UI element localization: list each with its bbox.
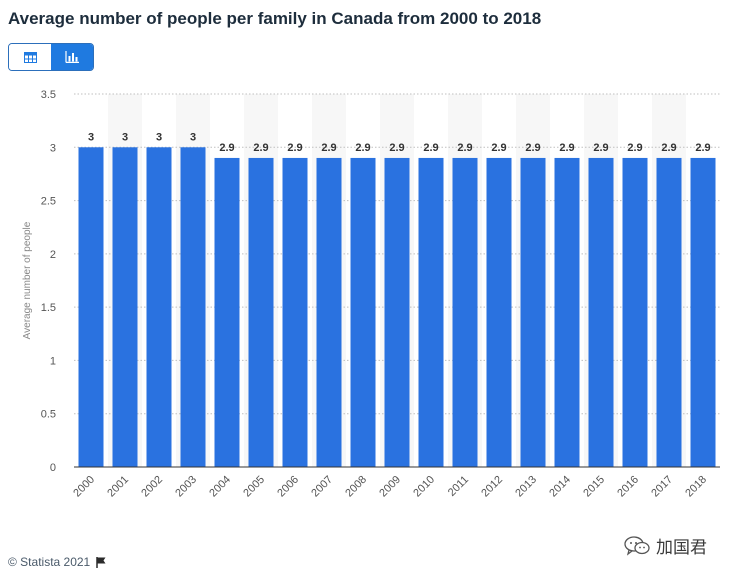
x-tick-label: 2016 bbox=[615, 474, 641, 500]
x-tick-label: 2011 bbox=[446, 474, 471, 499]
chart-view-button[interactable] bbox=[51, 44, 93, 70]
x-tick-label: 2000 bbox=[71, 474, 97, 500]
data-label: 2.9 bbox=[253, 142, 268, 154]
data-label: 2.9 bbox=[491, 142, 506, 154]
bar[interactable] bbox=[78, 147, 104, 468]
bar[interactable] bbox=[248, 157, 274, 467]
watermark: 加国君 bbox=[624, 533, 707, 558]
y-axis-label: Average number of people bbox=[22, 221, 33, 339]
x-tick-label: 2013 bbox=[513, 474, 539, 500]
y-tick-label: 0 bbox=[50, 462, 56, 474]
x-tick-label: 2017 bbox=[649, 474, 675, 500]
bar[interactable] bbox=[180, 147, 206, 468]
x-tick-label: 2010 bbox=[411, 474, 437, 500]
bar[interactable] bbox=[452, 157, 478, 467]
x-tick-label: 2002 bbox=[139, 474, 165, 500]
y-tick-label: 3.5 bbox=[41, 89, 56, 101]
view-toggle bbox=[8, 43, 94, 71]
y-tick-label: 3 bbox=[50, 142, 56, 154]
data-label: 2.9 bbox=[559, 142, 574, 154]
y-tick-label: 2 bbox=[50, 249, 56, 261]
bar[interactable] bbox=[656, 157, 682, 467]
y-tick-label: 2.5 bbox=[41, 196, 56, 208]
x-tick-label: 2004 bbox=[207, 474, 233, 500]
bar[interactable] bbox=[554, 157, 580, 467]
data-label: 2.9 bbox=[355, 142, 370, 154]
data-label: 2.9 bbox=[593, 142, 608, 154]
x-tick-label: 2001 bbox=[105, 474, 131, 500]
y-tick-label: 1.5 bbox=[41, 302, 56, 314]
x-tick-label: 2018 bbox=[683, 474, 709, 500]
data-label: 3 bbox=[190, 131, 196, 143]
bar[interactable] bbox=[316, 157, 342, 467]
footer: © Statista 2021 bbox=[8, 555, 107, 569]
data-label: 2.9 bbox=[695, 142, 710, 154]
bar[interactable] bbox=[350, 157, 376, 467]
data-label: 3 bbox=[88, 131, 94, 143]
data-label: 2.9 bbox=[661, 142, 676, 154]
bar[interactable] bbox=[486, 157, 512, 467]
bar[interactable] bbox=[146, 147, 172, 468]
bars bbox=[78, 147, 716, 468]
copyright-text: © Statista 2021 bbox=[8, 555, 91, 569]
x-tick-label: 2008 bbox=[343, 474, 369, 500]
y-tick-label: 0.5 bbox=[41, 409, 56, 421]
y-axis-ticks: 0 0.5 1 1.5 2 2.5 3 3.5 bbox=[41, 89, 56, 474]
data-label: 2.9 bbox=[321, 142, 336, 154]
bar[interactable] bbox=[214, 157, 240, 467]
x-tick-label: 2005 bbox=[241, 474, 267, 500]
bar[interactable] bbox=[690, 157, 716, 467]
wechat-icon bbox=[624, 535, 650, 556]
data-label: 2.9 bbox=[219, 142, 234, 154]
bar[interactable] bbox=[282, 157, 308, 467]
bar[interactable] bbox=[622, 157, 648, 467]
x-tick-label: 2007 bbox=[309, 474, 335, 500]
data-labels: 3 3 3 3 2.9 2.9 2.9 2.9 2.9 2.9 2.9 2.9 2.9 2.9 2.9 2.9… bbox=[88, 131, 711, 154]
data-label: 2.9 bbox=[389, 142, 404, 154]
x-tick-label: 2006 bbox=[275, 474, 301, 500]
x-tick-label: 2003 bbox=[173, 474, 199, 500]
page-title: Average number of people per family in C… bbox=[8, 9, 542, 28]
x-tick-label: 2009 bbox=[377, 474, 403, 500]
y-tick-label: 1 bbox=[50, 355, 56, 367]
flag-icon[interactable] bbox=[95, 556, 107, 568]
x-tick-label: 2015 bbox=[581, 474, 607, 500]
data-label: 3 bbox=[156, 131, 162, 143]
data-label: 2.9 bbox=[627, 142, 642, 154]
data-label: 2.9 bbox=[423, 142, 438, 154]
bar[interactable] bbox=[418, 157, 444, 467]
x-tick-label: 2014 bbox=[547, 474, 573, 500]
data-label: 3 bbox=[122, 131, 128, 143]
bar[interactable] bbox=[112, 147, 138, 468]
data-label: 2.9 bbox=[457, 142, 472, 154]
bar[interactable] bbox=[588, 157, 614, 467]
table-icon bbox=[23, 51, 37, 63]
watermark-text: 加国君 bbox=[656, 538, 707, 557]
bar-chart-icon bbox=[65, 51, 79, 63]
data-label: 2.9 bbox=[287, 142, 302, 154]
data-label: 2.9 bbox=[525, 142, 540, 154]
table-view-button[interactable] bbox=[9, 44, 51, 70]
x-tick-label: 2012 bbox=[479, 474, 505, 500]
x-axis-ticks: 2000 2001 2002 2003 2004 2005 2006 2007 2008 2009… bbox=[71, 474, 709, 500]
bar[interactable] bbox=[520, 157, 546, 467]
bar[interactable] bbox=[384, 157, 410, 467]
